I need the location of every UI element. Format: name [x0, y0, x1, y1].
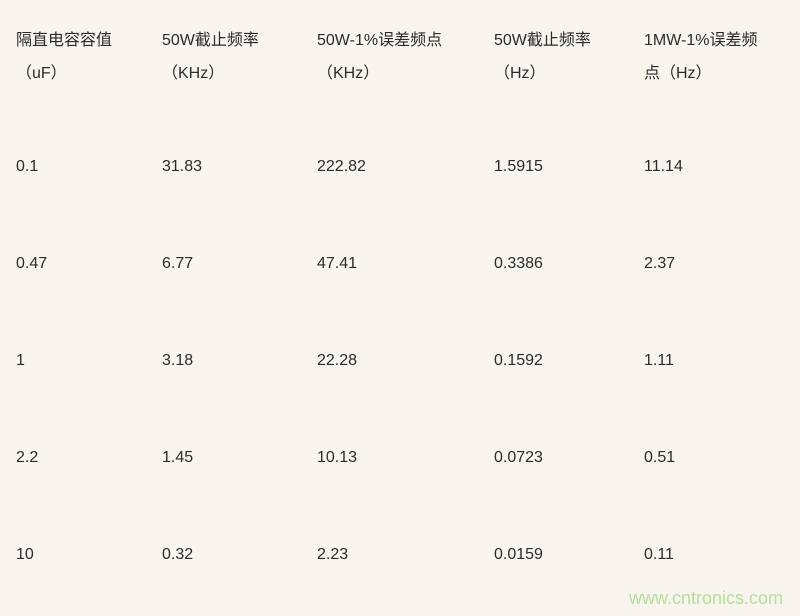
cell-1mw-1pct-error-hz: 0.11 — [644, 545, 674, 563]
cell-50w-cutoff-khz: 0.32 — [162, 545, 194, 563]
column-header-unit: （KHz） — [162, 65, 225, 82]
cell-capacitance: 2.2 — [16, 448, 39, 466]
table-row: 0.47 6.77 47.41 0.3386 2.37 — [0, 215, 800, 312]
column-header-50w-1pct-error-khz: 50W-1%误差频点 （KHz） — [301, 0, 478, 118]
column-header-unit: （KHz） — [317, 65, 380, 82]
table-row: 10 0.32 2.23 0.0159 0.11 — [0, 506, 800, 603]
cell-50w-cutoff-hz: 0.0159 — [494, 545, 543, 563]
cell-50w-1pct-error-khz: 10.13 — [317, 448, 358, 466]
cell-50w-cutoff-khz: 3.18 — [162, 351, 194, 369]
cell-capacitance: 0.1 — [16, 157, 39, 175]
column-header-title: 1MW-1%误差频 — [644, 32, 758, 49]
table-row: 2.2 1.45 10.13 0.0723 0.51 — [0, 409, 800, 506]
cell-capacitance: 0.47 — [16, 254, 48, 272]
column-header-1mw-1pct-error-hz: 1MW-1%误差频 点（Hz） — [628, 0, 800, 118]
column-header-unit: （Hz） — [494, 65, 546, 82]
column-header-title: 隔直电容容值 — [16, 32, 113, 49]
cell-50w-cutoff-khz: 6.77 — [162, 254, 194, 272]
cell-50w-cutoff-hz: 1.5915 — [494, 157, 543, 175]
cell-1mw-1pct-error-hz: 11.14 — [644, 157, 683, 175]
column-header-50w-cutoff-khz: 50W截止频率 （KHz） — [146, 0, 301, 118]
cell-1mw-1pct-error-hz: 1.11 — [644, 351, 674, 369]
table-header: 隔直电容容值 （uF） 50W截止频率 （KHz） 50W-1%误差频点 （KH… — [0, 0, 800, 118]
column-header-title: 50W-1%误差频点 — [317, 32, 443, 49]
cell-50w-cutoff-khz: 31.83 — [162, 157, 203, 175]
watermark-text: www.cntronics.com — [628, 588, 783, 608]
cell-50w-cutoff-hz: 0.1592 — [494, 351, 543, 369]
column-header-title: 50W截止频率 — [494, 32, 591, 49]
column-header-unit: 点（Hz） — [644, 65, 712, 82]
cell-50w-1pct-error-khz: 22.28 — [317, 351, 358, 369]
table-header-row: 隔直电容容值 （uF） 50W截止频率 （KHz） 50W-1%误差频点 （KH… — [0, 0, 800, 118]
cell-capacitance: 1 — [16, 351, 25, 369]
cell-50w-cutoff-khz: 1.45 — [162, 448, 194, 466]
cell-50w-1pct-error-khz: 2.23 — [317, 545, 349, 563]
table-row: 0.1 31.83 222.82 1.5915 11.14 — [0, 118, 800, 215]
column-header-title: 50W截止频率 — [162, 32, 259, 49]
column-header-50w-cutoff-hz: 50W截止频率 （Hz） — [478, 0, 628, 118]
cell-1mw-1pct-error-hz: 0.51 — [644, 448, 676, 466]
cell-50w-1pct-error-khz: 47.41 — [317, 254, 358, 272]
column-header-unit: （uF） — [16, 65, 67, 82]
column-header-capacitance: 隔直电容容值 （uF） — [0, 0, 146, 118]
table-row: 1 3.18 22.28 0.1592 1.11 — [0, 312, 800, 409]
cell-50w-cutoff-hz: 0.3386 — [494, 254, 543, 272]
cell-capacitance: 10 — [16, 545, 34, 563]
cell-50w-cutoff-hz: 0.0723 — [494, 448, 543, 466]
cell-1mw-1pct-error-hz: 2.37 — [644, 254, 676, 272]
table-body: 0.1 31.83 222.82 1.5915 11.14 0.47 6.77 … — [0, 118, 800, 603]
capacitor-frequency-table: 隔直电容容值 （uF） 50W截止频率 （KHz） 50W-1%误差频点 （KH… — [0, 0, 800, 603]
cell-50w-1pct-error-khz: 222.82 — [317, 157, 366, 175]
